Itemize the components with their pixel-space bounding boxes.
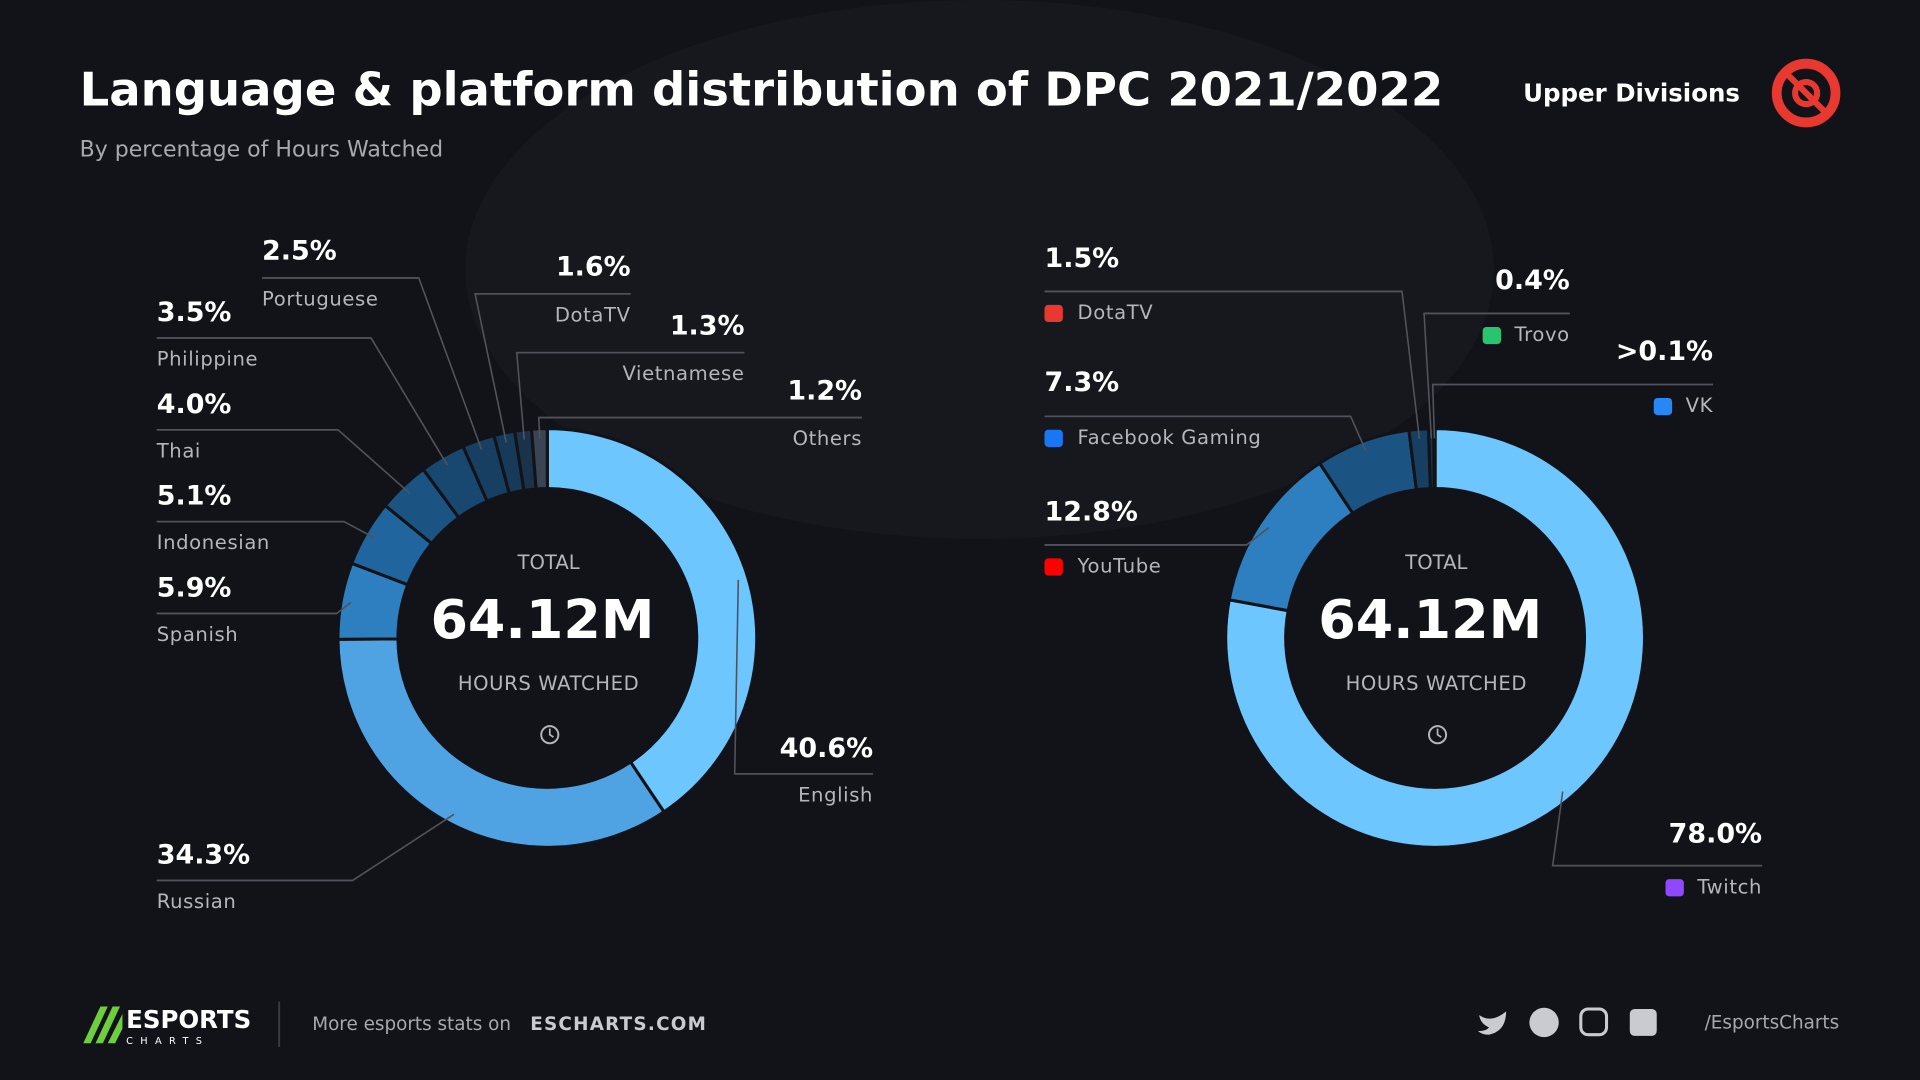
footer-more: More esports stats on bbox=[312, 1014, 511, 1035]
social-icons bbox=[1477, 1007, 1657, 1038]
category-label: Vietnamese bbox=[622, 362, 744, 385]
category-label: Others bbox=[793, 427, 862, 450]
center-top: TOTAL bbox=[1404, 551, 1467, 574]
category-label: Facebook Gaming bbox=[1078, 426, 1262, 449]
platform-icon bbox=[1044, 304, 1063, 323]
title: Language & platform distribution of DPC … bbox=[80, 63, 1444, 117]
subtitle: By percentage of Hours Watched bbox=[80, 138, 444, 163]
clock-icon bbox=[540, 725, 560, 745]
category-label: Indonesian bbox=[157, 531, 270, 554]
category-label: Portuguese bbox=[262, 288, 378, 311]
twitter-icon[interactable] bbox=[1477, 1011, 1507, 1035]
value-label: 1.6% bbox=[556, 252, 631, 283]
platform-icon bbox=[1653, 397, 1673, 416]
background-art bbox=[465, 0, 1494, 539]
value-label: 1.3% bbox=[670, 310, 745, 341]
category-label: DotaTV bbox=[555, 303, 631, 326]
donut-segment bbox=[545, 427, 759, 815]
platform-icon bbox=[1482, 326, 1502, 345]
center-bottom: HOURS WATCHED bbox=[458, 672, 639, 695]
donut-segment bbox=[1224, 427, 1646, 849]
category-label: English bbox=[798, 783, 873, 806]
value-label: 7.3% bbox=[1044, 367, 1119, 398]
value-label: 40.6% bbox=[780, 733, 873, 764]
clock-hands bbox=[548, 728, 554, 738]
platform-icon bbox=[1044, 558, 1063, 576]
donut-segment bbox=[336, 637, 667, 849]
dota-logo bbox=[1771, 58, 1841, 128]
brand: ESPORTS bbox=[126, 1005, 251, 1034]
facebook-icon[interactable] bbox=[1529, 1007, 1559, 1038]
category-label: Trovo bbox=[1513, 323, 1569, 346]
category-label: VK bbox=[1686, 394, 1714, 417]
value-label: 0.4% bbox=[1495, 265, 1570, 296]
linkedin-icon[interactable] bbox=[1629, 1008, 1657, 1036]
category-label: YouTube bbox=[1077, 554, 1162, 577]
value-label: 78.0% bbox=[1669, 819, 1762, 850]
value-label: 34.3% bbox=[157, 839, 250, 870]
value-label: 1.5% bbox=[1044, 243, 1119, 274]
donut-chart: 40.6% English 34.3% Russian 5.9% Spanish 5.1% I… bbox=[156, 236, 873, 913]
value-label: 5.9% bbox=[157, 572, 232, 603]
brand-sub: CHARTS bbox=[126, 1036, 209, 1047]
category-label: DotaTV bbox=[1078, 301, 1154, 324]
value-label: 1.2% bbox=[787, 375, 862, 406]
instagram-icon[interactable] bbox=[1579, 1007, 1609, 1037]
division-label: Upper Divisions bbox=[1523, 78, 1740, 107]
platform-icon bbox=[1665, 879, 1684, 897]
center-value: 64.12M bbox=[430, 588, 654, 651]
donut-chart: 78.0% Twitch 12.8% YouTube 7.3% Facebook Gami… bbox=[1044, 243, 1762, 898]
value-label: >0.1% bbox=[1616, 336, 1713, 367]
footer-handle: /EsportsCharts bbox=[1705, 1013, 1840, 1034]
value-label: 5.1% bbox=[157, 481, 232, 512]
clock-icon bbox=[1428, 725, 1448, 745]
category-label: Spanish bbox=[157, 623, 239, 646]
category-label: Thai bbox=[156, 439, 201, 462]
center-top: TOTAL bbox=[517, 551, 580, 574]
clock-hands bbox=[1436, 728, 1442, 738]
center-bottom: HOURS WATCHED bbox=[1346, 672, 1527, 695]
value-label: 2.5% bbox=[262, 236, 337, 267]
value-label: 3.5% bbox=[157, 297, 232, 328]
category-label: Philippine bbox=[157, 348, 258, 371]
category-label: Twitch bbox=[1696, 875, 1762, 898]
footer: ESPORTS CHARTS More esports stats on ESC… bbox=[83, 1001, 1840, 1047]
platform-icon bbox=[1044, 429, 1063, 447]
value-label: 12.8% bbox=[1044, 497, 1137, 528]
center-value: 64.12M bbox=[1318, 588, 1542, 651]
category-label: Russian bbox=[157, 890, 237, 913]
brand-logo bbox=[83, 1006, 123, 1044]
footer-site[interactable]: ESCHARTS.COM bbox=[530, 1014, 707, 1035]
donut-segment bbox=[529, 427, 549, 491]
value-label: 4.0% bbox=[157, 389, 232, 420]
